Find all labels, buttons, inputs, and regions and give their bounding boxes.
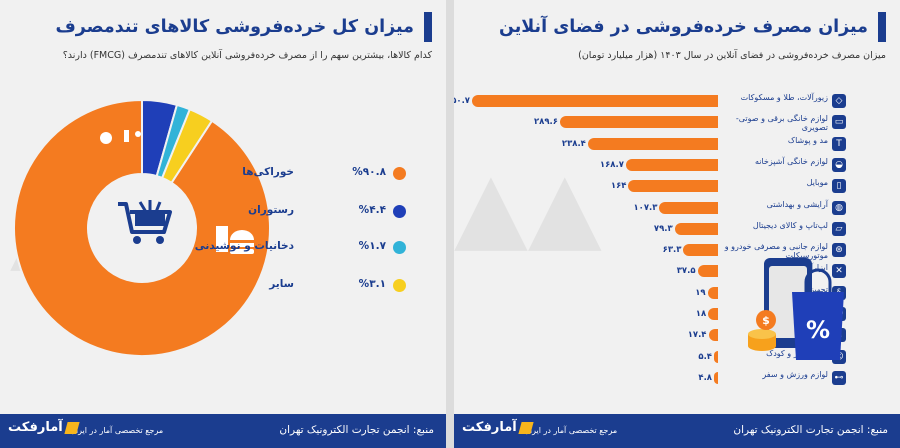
bar-value-label: ۱۹ — [695, 287, 706, 298]
donut-hole — [88, 174, 196, 282]
laptop-icon: ▱ — [832, 221, 846, 236]
bar-category-label: لوازم ورزش و سفر — [762, 369, 828, 379]
bar-value-label: ۲۳۸.۴ — [561, 138, 586, 149]
fast-food-icon — [216, 226, 254, 254]
bar — [697, 265, 718, 278]
legend-value: %۹۰.۸ — [352, 166, 386, 178]
donut-chart — [13, 98, 271, 357]
svg-text:$: $ — [762, 314, 770, 327]
bar-value-label: ۷۹.۳ — [653, 223, 673, 234]
bar — [559, 116, 718, 129]
panel-subtitle: میزان مصرف خرده‌فروشی در فضای آنلاین در … — [578, 50, 886, 61]
logo-text: آمارفکت — [8, 420, 63, 435]
ring-icon: ◇ — [832, 94, 846, 108]
legend-item: %۱.۷ دخانیات و نوشیدنی — [195, 238, 406, 258]
dumbbell-icon: ⊷ — [832, 370, 846, 385]
bar — [708, 329, 718, 342]
source-text: منبع: انجمن تجارت الکترونیک تهران — [733, 424, 888, 436]
panel-title: میزان مصرف خرده‌فروشی در فضای آنلاین — [499, 12, 886, 42]
bar-category-label: موبایل — [806, 178, 828, 188]
beverage-icon — [124, 130, 129, 142]
bar-value-label: ۴.۸ — [698, 372, 712, 383]
watermark: ▲▲ — [454, 150, 602, 262]
footer: منبع: انجمن تجارت الکترونیک تهران مرجع ت… — [454, 414, 900, 448]
shopping-bag-percent-icon: % $ — [748, 258, 844, 360]
legend-item: %۳.۱ سایر — [216, 276, 406, 296]
shirt-icon: T — [832, 136, 846, 151]
legend-value: %۴.۴ — [358, 204, 386, 216]
bar — [683, 244, 718, 257]
legend-item: %۴.۴ رستوران — [216, 202, 406, 222]
panel-subtitle: کدام کالاها، بیشترین سهم را از مصرف خرده… — [62, 50, 432, 61]
legend-swatch — [393, 279, 406, 292]
bar — [625, 158, 718, 171]
legend-label: رستوران — [248, 204, 294, 216]
brand-logo: آمارفکت — [462, 420, 534, 435]
restaurant-icon — [100, 132, 112, 144]
bar-value-label: ۱۶۴ — [610, 181, 627, 192]
bar-value-label: ۱۷.۴ — [687, 330, 707, 341]
legend-value: %۱.۷ — [358, 240, 386, 252]
tools-icon: ✕ — [832, 264, 846, 279]
bar-value-label: ۲۸۹.۶ — [533, 117, 558, 128]
bar-value-label: ۳۷.۵ — [676, 266, 696, 277]
bar — [628, 180, 718, 193]
steering-wheel-icon: ⊛ — [832, 243, 846, 258]
bar-category-label: زیورآلات، طلا و مسکوکات — [740, 93, 828, 102]
pot-icon: ◒ — [832, 157, 846, 172]
legend-swatch — [393, 167, 406, 180]
logo-mark-icon — [518, 421, 534, 434]
bar-category-label: لوازم خانگی آشپزخانه — [754, 156, 828, 166]
bar-value-label: ۱۸ — [695, 309, 707, 319]
footer: منبع: انجمن تجارت الکترونیک تهران مرجع ت… — [0, 414, 446, 448]
fmcg-panel: ▲▲ میزان کل خرده‌فروشی کالاهای تندمصرف ک… — [0, 0, 446, 448]
bar-value-label: ۱۰۷.۳ — [633, 202, 658, 213]
other-icon — [135, 131, 141, 137]
bar — [714, 350, 718, 363]
legend-label: سایر — [269, 278, 294, 290]
svg-text:%: % — [806, 316, 830, 344]
source-text: منبع: انجمن تجارت الکترونیک تهران — [279, 424, 434, 436]
mobile-icon: ▯ — [832, 179, 846, 194]
legend-item: %۹۰.۸ خوراکی‌ها — [216, 164, 406, 184]
logo-text: آمارفکت — [462, 420, 517, 435]
legend-label: خوراکی‌ها — [242, 166, 294, 178]
brand-logo: آمارفکت — [8, 420, 80, 435]
bar — [674, 222, 718, 235]
bar — [708, 308, 718, 320]
legend-value: %۳.۱ — [358, 278, 386, 290]
tv-icon: ▭ — [832, 115, 846, 130]
bar — [472, 95, 718, 107]
bar — [659, 201, 718, 214]
bar-category-label: ابزارآلات — [798, 263, 828, 273]
bar-category-label: لپ‌تاپ و کالای دیجیتال — [752, 220, 828, 230]
bar-category-label: آرایشی و بهداشتی — [766, 199, 828, 209]
bar-category-label: لوازم جانبی و مصرفی خودرو و موتورسیکلت — [724, 242, 828, 261]
bar — [707, 286, 718, 299]
legend-swatch — [393, 241, 406, 254]
bar-value-label: ۵.۴ — [698, 351, 712, 362]
bar-category-label: لوازم خانگی برقی و صوتی-تصویری — [735, 114, 828, 133]
lotion-icon: ◍ — [832, 200, 846, 215]
online-retail-panel: ▲▲ میزان مصرف خرده‌فروشی در فضای آنلاین … — [454, 0, 900, 448]
tagline: مرجع تخصصی آمار در ایران — [524, 426, 618, 435]
bar-value-label: ۴۵۰.۷ — [454, 96, 470, 106]
bar-category-label: مد و پوشاک — [787, 135, 828, 145]
panel-title: میزان کل خرده‌فروشی کالاهای تندمصرف — [55, 12, 432, 42]
legend-label: دخانیات و نوشیدنی — [194, 240, 294, 252]
tagline: مرجع تخصصی آمار در ایران — [70, 426, 164, 435]
bar-value-label: ۱۶۸.۷ — [599, 159, 624, 170]
legend-swatch — [393, 205, 406, 218]
bar-value-label: ۶۳.۳ — [662, 245, 682, 256]
shopping-cart-icon — [118, 200, 172, 244]
bar — [714, 371, 718, 384]
logo-mark-icon — [64, 421, 80, 434]
bar — [587, 137, 718, 150]
